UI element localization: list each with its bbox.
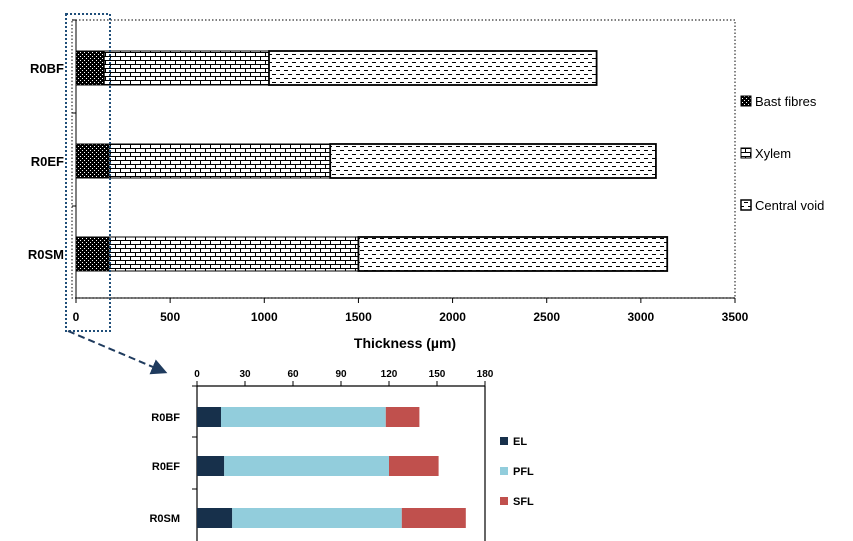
x-tick-label-90: 90 [335,369,347,380]
bar-r0bf-el [197,407,221,427]
bar-r0bf-sfl [385,407,420,427]
x-tick-label-60: 60 [287,369,299,380]
bottom-category-labels: R0BF R0EF R0SM [149,412,180,525]
bar-r0bf-xylem [103,50,270,86]
x-tick-label-30: 30 [239,369,251,380]
category-label-r0ef: R0EF [31,154,64,169]
category-label-r0bf: R0BF [151,412,180,424]
bar-r0ef-pfl [224,456,389,476]
legend-swatch-pfl [500,467,508,475]
bar-r0sm-bast-fibres [75,236,110,272]
bottom-tick-labels: 0 30 60 90 120 150 180 [194,369,494,386]
x-tick-label-2500: 2500 [533,310,560,324]
x-tick-label-2000: 2000 [439,310,466,324]
category-label-r0sm: R0SM [149,513,180,525]
legend-label-sfl: SFL [513,496,534,508]
x-tick-label-3500: 3500 [722,310,749,324]
legend-swatch-central-void [740,199,752,211]
x-tick-label-1500: 1500 [345,310,372,324]
zoom-arrow [67,330,168,375]
bar-r0sm-central-void [357,236,669,272]
x-tick-label-3000: 3000 [628,310,655,324]
bar-r0ef-el [197,456,225,476]
x-tick-label-120: 120 [381,369,398,380]
x-tick-label-180: 180 [477,369,494,380]
legend-swatch-sfl [500,497,508,505]
top-x-axis-title: Thickness (µm) [354,335,456,351]
legend-label-bast-fibres: Bast fibres [755,94,817,109]
x-tick-label-0: 0 [194,369,200,380]
bar-r0ef-central-void [329,143,657,179]
bar-r0ef-xylem [108,143,331,179]
top-plot-frame [71,19,736,299]
top-legend: Bast fibres Xylem Central void [740,94,824,213]
bar-r0sm-xylem [108,236,359,272]
bar-r0bf-bast-fibres [75,50,105,86]
legend-swatch-xylem [740,147,752,159]
zoom-highlight-box [65,13,111,332]
legend-label-central-void: Central void [755,198,824,213]
top-bars-group [75,50,669,272]
category-label-r0sm: R0SM [28,247,64,262]
bar-r0bf-central-void [268,50,598,86]
bar-r0ef-bast-fibres [75,143,110,179]
bar-r0sm-el [197,508,233,528]
bar-r0sm-pfl [232,508,402,528]
legend-swatch-bast-fibres [740,95,752,107]
category-label-r0bf: R0BF [30,61,64,76]
x-tick-label-500: 500 [160,310,180,324]
x-tick-label-150: 150 [429,369,446,380]
bottom-bars-group [197,407,466,528]
bottom-legend: EL PFL SFL [500,436,534,508]
legend-label-pfl: PFL [513,466,534,478]
top-category-labels: R0BF R0EF R0SM [28,61,64,262]
bar-r0sm-sfl [401,508,466,528]
legend-label-xylem: Xylem [755,146,791,161]
category-label-r0ef: R0EF [152,461,180,473]
bar-r0bf-pfl [221,407,386,427]
top-tick-labels: 0 500 1000 1500 2000 2500 3000 3500 [73,298,749,324]
legend-label-el: EL [513,436,527,448]
bar-r0ef-sfl [389,456,439,476]
x-tick-label-0: 0 [73,310,80,324]
legend-swatch-el [500,437,508,445]
x-tick-label-1000: 1000 [251,310,278,324]
